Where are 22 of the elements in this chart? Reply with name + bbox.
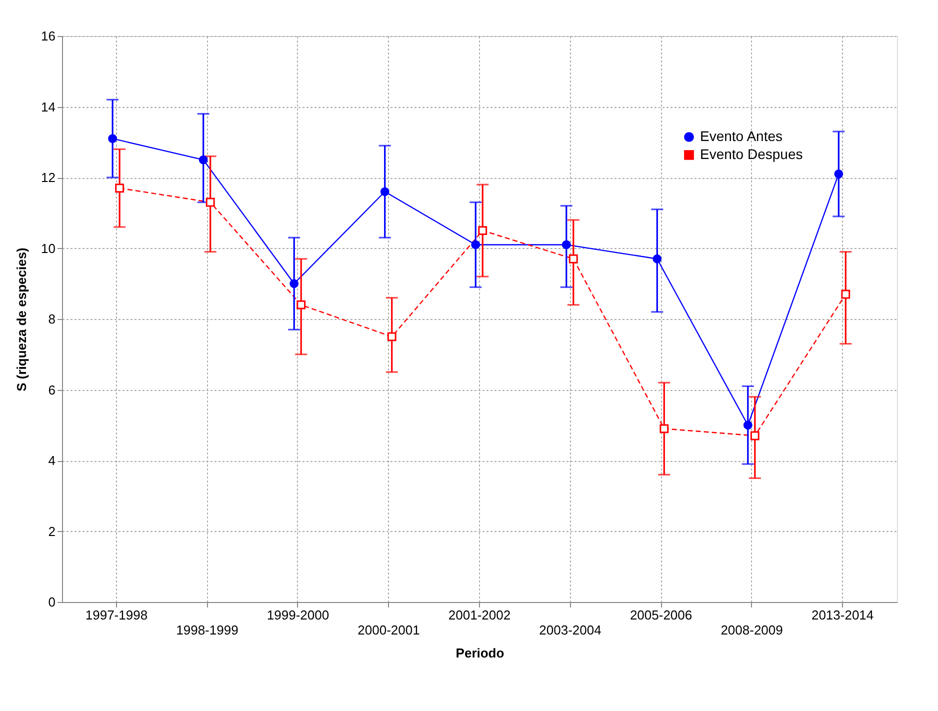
legend-label: Evento Despues (700, 146, 803, 162)
y-tick-label: 16 (41, 28, 56, 44)
y-axis-title: S (riqueza de especies) (14, 248, 30, 392)
x-tick-label: 2001-2002 (448, 608, 511, 622)
x-axis-title: Periodo (456, 646, 504, 660)
y-tick-label: 2 (48, 524, 56, 539)
y-tick-label: 12 (41, 170, 56, 185)
y-tick-label: 4 (48, 453, 56, 468)
y-tick-label: 0 (48, 594, 56, 610)
x-tick-label: 1998-1999 (176, 622, 238, 638)
y-tick-label: 6 (48, 382, 56, 398)
x-tick-label: 1997-1998 (85, 608, 148, 622)
x-tick-label: 2008-2009 (720, 622, 783, 638)
y-tick-label: 14 (41, 99, 56, 114)
x-tick-label: 2003-2004 (539, 622, 602, 638)
x-tick-label: 2005-2006 (630, 608, 692, 622)
y-tick-label: 8 (48, 312, 56, 326)
y-tick-label: 10 (41, 240, 56, 256)
x-tick-label: 2013-2014 (811, 608, 874, 622)
x-tick-label: 2000-2001 (358, 622, 420, 638)
x-tick-label: 1999-2000 (266, 608, 330, 622)
legend-label: Evento Antes (700, 128, 783, 144)
